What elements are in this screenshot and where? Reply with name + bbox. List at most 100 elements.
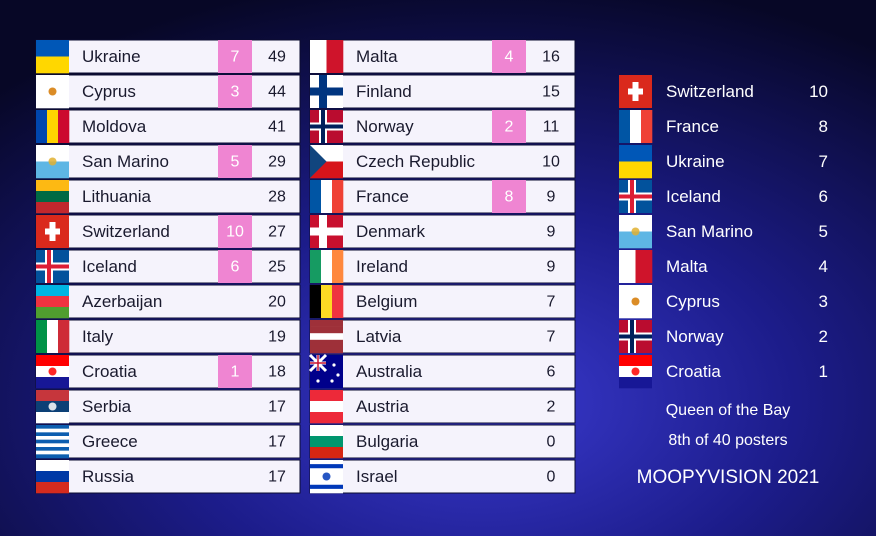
flag-part	[36, 428, 69, 433]
total: 11	[543, 119, 560, 136]
total: 0	[547, 434, 556, 451]
country: Belgium	[356, 292, 417, 311]
flag-part	[310, 326, 343, 334]
flag-part	[619, 145, 652, 162]
flag-part	[619, 231, 652, 249]
row	[35, 284, 301, 319]
row	[309, 144, 576, 179]
flag	[36, 180, 69, 214]
country: Cyprus	[82, 82, 136, 101]
country: Switzerland	[666, 82, 754, 101]
brand: MOOPYVISION 2021	[637, 467, 820, 488]
flag-part	[310, 124, 343, 129]
row	[35, 144, 301, 179]
flag-part	[36, 425, 69, 429]
flag-part	[36, 202, 69, 214]
points: 2	[819, 327, 828, 346]
flag	[36, 145, 69, 179]
points: 10	[226, 224, 244, 241]
row	[309, 74, 576, 109]
flag-part	[619, 377, 652, 389]
flag	[310, 40, 344, 73]
total: 25	[268, 259, 286, 276]
flag	[36, 390, 69, 424]
points-box	[492, 110, 526, 143]
total: 16	[542, 49, 560, 66]
flag	[310, 285, 344, 318]
country: Australia	[356, 362, 423, 381]
flag-part	[58, 110, 70, 143]
flag-part	[36, 471, 69, 483]
points-box	[218, 355, 252, 388]
flag-part	[619, 334, 652, 339]
total: 28	[268, 189, 286, 206]
flag-part	[48, 87, 57, 96]
country: France	[666, 117, 719, 136]
points: 2	[505, 119, 514, 136]
flag-part	[330, 379, 334, 383]
country: Azerbaijan	[82, 292, 162, 311]
row	[35, 389, 301, 424]
flag-part	[310, 339, 343, 347]
flag-part	[641, 110, 653, 143]
flag-part	[316, 379, 320, 383]
country: Malta	[666, 257, 708, 276]
flag	[310, 180, 344, 213]
caption: Queen of the Bay	[666, 402, 791, 419]
flag-part	[36, 264, 69, 269]
country: Serbia	[82, 397, 132, 416]
flag-part	[36, 56, 69, 74]
points-box	[492, 180, 526, 213]
flag	[36, 110, 70, 143]
flag-part	[36, 482, 69, 494]
country: Denmark	[356, 222, 425, 241]
points-box	[218, 250, 252, 283]
total: 41	[268, 119, 286, 136]
flag	[619, 180, 652, 213]
total: 15	[542, 84, 560, 101]
flag-part	[630, 110, 642, 143]
flag-part	[332, 180, 344, 213]
caption: 8th of 40 posters	[668, 432, 787, 449]
flag-part	[310, 460, 343, 465]
flag-part	[36, 40, 69, 57]
flag	[310, 250, 344, 283]
points-box	[492, 40, 526, 73]
total: 18	[268, 364, 286, 381]
flag-part	[310, 346, 343, 354]
flag-part	[619, 110, 631, 143]
flag	[36, 320, 70, 353]
row	[35, 74, 301, 109]
flag-part	[36, 377, 69, 389]
flag-part	[619, 355, 652, 367]
country: Moldova	[82, 117, 147, 136]
row	[309, 354, 576, 389]
flag-part	[322, 472, 331, 481]
flag-part	[310, 468, 343, 473]
total: 10	[542, 154, 560, 171]
flag	[619, 215, 652, 249]
points: 1	[231, 364, 240, 381]
flag-part	[310, 145, 327, 178]
flag	[36, 425, 69, 459]
flag-part	[310, 229, 343, 234]
flag-part	[310, 447, 343, 459]
flag-part	[310, 488, 343, 494]
flag-part	[48, 367, 57, 376]
row	[35, 214, 301, 249]
country: Cyprus	[666, 292, 720, 311]
flag-part	[310, 40, 327, 73]
flag-part	[321, 180, 333, 213]
points-box	[218, 215, 252, 248]
country: Lithuania	[82, 187, 152, 206]
flag-part	[310, 180, 322, 213]
flag-part	[310, 355, 326, 371]
row	[35, 39, 301, 74]
total: 49	[268, 49, 286, 66]
flag	[310, 110, 343, 143]
points: 10	[809, 82, 828, 101]
flag-part	[310, 484, 343, 490]
country: Malta	[356, 47, 398, 66]
total: 17	[268, 399, 286, 416]
flag-part	[58, 320, 70, 353]
